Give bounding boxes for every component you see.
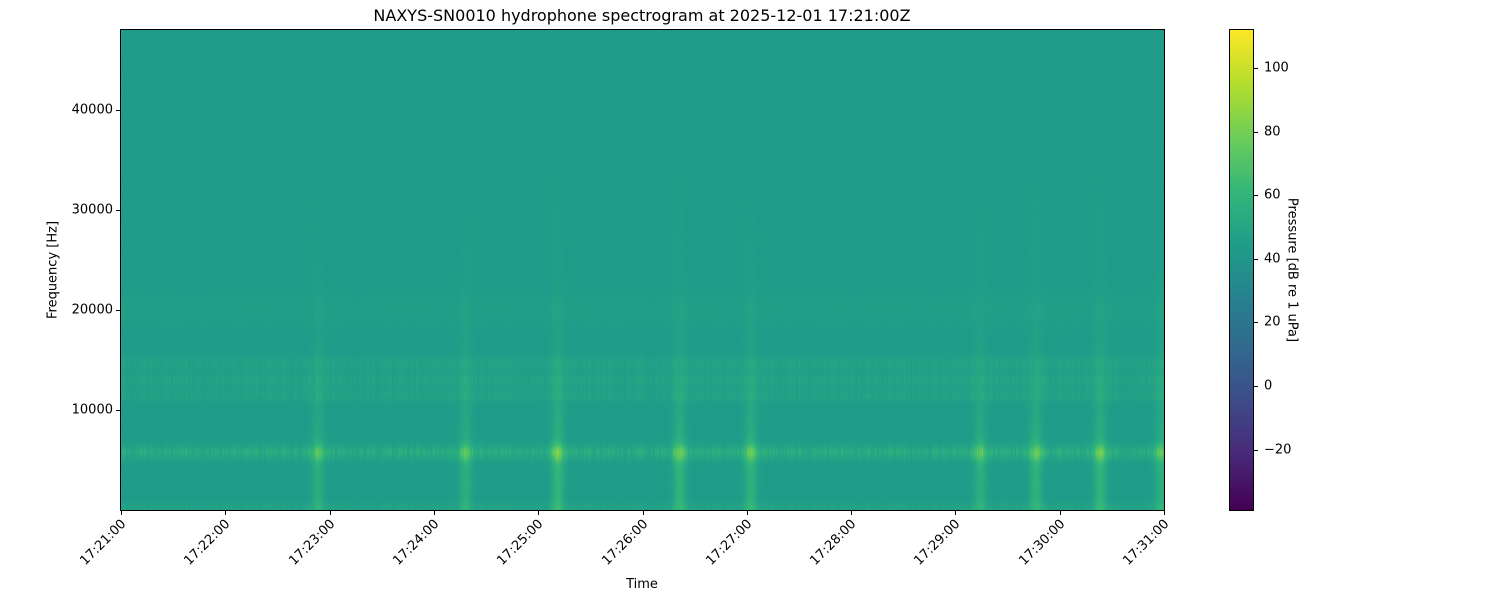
x-tick-label: 17:30:00	[1016, 516, 1068, 569]
colorbar-label: Pressure [dB re 1 uPa]	[1284, 197, 1300, 343]
x-tick-label: 17:22:00	[181, 516, 234, 569]
x-tick-label: 17:28:00	[807, 516, 860, 569]
x-tick-mark	[642, 511, 644, 515]
colorbar-tick-label: 100	[1264, 60, 1289, 76]
colorbar	[1229, 30, 1253, 510]
colorbar-tick-mark	[1254, 258, 1258, 260]
y-tick-label: 10000	[71, 402, 113, 418]
x-tick-mark	[955, 511, 957, 515]
colorbar-tick-label: 40	[1264, 251, 1281, 267]
colorbar-tick-mark	[1254, 322, 1258, 324]
x-tick-mark	[1059, 511, 1061, 515]
colorbar-tick-mark	[1254, 449, 1258, 451]
x-tick-label: 17:23:00	[286, 516, 338, 569]
x-tick-mark	[538, 511, 540, 515]
x-tick-label: 17:26:00	[598, 516, 651, 569]
y-tick-label: 40000	[71, 102, 113, 118]
x-tick-mark	[851, 511, 853, 515]
colorbar-tick-label: 20	[1264, 314, 1281, 330]
x-axis-label: Time	[626, 577, 658, 592]
x-tick-label: 17:21:00	[77, 516, 130, 569]
y-tick-label: 20000	[71, 302, 113, 318]
y-tick-mark	[116, 310, 120, 311]
x-tick-label: 17:27:00	[703, 516, 756, 569]
y-tick-label: 30000	[71, 202, 113, 218]
x-tick-mark	[433, 511, 435, 515]
x-tick-label: 17:31:00	[1120, 516, 1173, 569]
x-tick-mark	[121, 511, 122, 515]
y-tick-mark	[116, 410, 120, 411]
x-tick-mark	[1164, 511, 1165, 515]
colorbar-tick-mark	[1254, 131, 1258, 133]
colorbar-tick-mark	[1254, 386, 1258, 388]
colorbar-tick-label: −20	[1264, 442, 1292, 458]
chart-title: NAXYS-SN0010 hydrophone spectrogram at 2…	[373, 6, 911, 25]
x-tick-mark	[746, 511, 748, 515]
spectrogram-heatmap	[121, 30, 1164, 510]
x-tick-label: 17:29:00	[911, 516, 964, 569]
x-tick-mark	[329, 511, 331, 515]
x-tick-mark	[225, 511, 227, 515]
y-tick-mark	[116, 110, 120, 111]
x-tick-label: 17:24:00	[390, 516, 443, 569]
y-axis-label: Frequency [Hz]	[45, 220, 61, 320]
colorbar-tick-label: 60	[1264, 187, 1281, 203]
colorbar-tick-mark	[1254, 195, 1258, 197]
colorbar-tick-label: 80	[1264, 124, 1281, 140]
x-tick-label: 17:25:00	[494, 516, 547, 569]
colorbar-tick-mark	[1254, 68, 1258, 70]
y-tick-mark	[116, 210, 120, 211]
colorbar-tick-label: 0	[1264, 378, 1273, 394]
